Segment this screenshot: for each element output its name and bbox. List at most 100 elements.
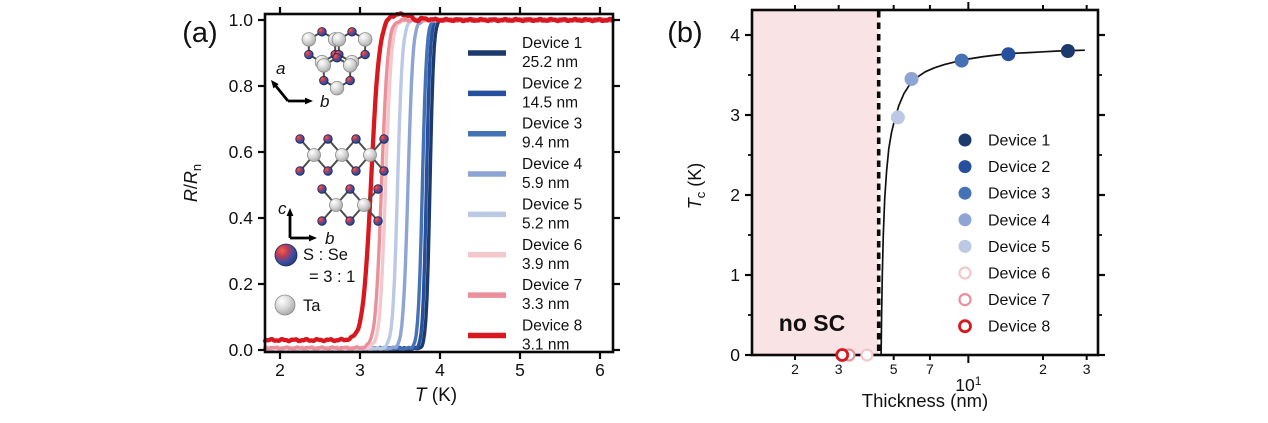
s-se-atom bbox=[323, 134, 333, 144]
b-y-tick-label: 1 bbox=[730, 265, 740, 285]
curve-device-8 bbox=[262, 11, 616, 344]
a-legend-thickness-label: 9.4 nm bbox=[522, 135, 569, 152]
b-x-minor-tick-label: 5 bbox=[890, 361, 898, 377]
b-legend-device-label: Device 5 bbox=[988, 239, 1050, 256]
a-y-tick-label: 0.2 bbox=[229, 274, 253, 294]
a-x-tick-label: 6 bbox=[595, 360, 605, 380]
ta-atom bbox=[357, 198, 371, 212]
s-se-sphere-icon bbox=[274, 243, 298, 267]
panel-b-fit-curve bbox=[880, 49, 1085, 356]
b-legend-device-label: Device 3 bbox=[988, 186, 1050, 203]
inset-axis-a-label: a bbox=[276, 59, 285, 78]
panel-b-label: (b) bbox=[667, 17, 702, 49]
a-legend-thickness-label: 5.9 nm bbox=[522, 175, 569, 192]
s-se-ratio-label-line1: S : Se bbox=[303, 246, 348, 264]
a-legend-device-label: Device 2 bbox=[522, 75, 582, 92]
a-legend-thickness-label: 3.1 nm bbox=[522, 336, 569, 353]
inset-axis-b2-label: b bbox=[325, 229, 334, 248]
b-y-axis-label: Tc (K) bbox=[685, 163, 708, 209]
a-legend-device-label: Device 1 bbox=[522, 35, 582, 52]
a-y-tick-label: 0.8 bbox=[229, 76, 253, 96]
ta-atom bbox=[329, 198, 343, 212]
a-y-tick-label: 0.6 bbox=[229, 142, 253, 162]
tc-fit-curve bbox=[880, 49, 1085, 356]
b-legend-marker bbox=[958, 186, 972, 200]
panel-b-data-points bbox=[835, 44, 1075, 362]
a-legend-device-label: Device 5 bbox=[522, 196, 582, 213]
b-y-tick-label: 2 bbox=[730, 185, 740, 205]
data-point-device-2 bbox=[1001, 47, 1016, 62]
b-y-tick-label: 3 bbox=[730, 105, 740, 125]
ta-atom bbox=[316, 58, 332, 73]
s-se-atom bbox=[317, 184, 327, 194]
data-point-device-5 bbox=[890, 110, 905, 125]
b-legend-marker bbox=[958, 239, 972, 253]
s-se-atom bbox=[332, 53, 342, 63]
panel-a-resistance-vs-temperature: (a) 2 3 4 5 6 0.0 0.2 0.4 0.6 0.8 1.0 T (K) R/Rn Dev… bbox=[181, 7, 620, 406]
panel-a-curves bbox=[262, 11, 616, 352]
s-se-atom bbox=[295, 134, 305, 144]
inset-axis-b-label: b bbox=[320, 92, 329, 111]
s-se-atom bbox=[317, 27, 327, 37]
s-se-atom bbox=[373, 216, 383, 226]
s-se-atom bbox=[351, 166, 361, 176]
s-se-atom bbox=[379, 134, 389, 144]
b-legend-marker bbox=[958, 160, 972, 174]
no-sc-label: no SC bbox=[779, 310, 845, 336]
b-x-minor-tick-label: 3 bbox=[1083, 361, 1091, 377]
a-legend-device-label: Device 6 bbox=[522, 237, 582, 254]
s-se-atom bbox=[295, 166, 305, 176]
a-x-axis-label: T (K) bbox=[415, 385, 457, 406]
data-point-device-3 bbox=[954, 53, 969, 68]
b-legend-marker bbox=[958, 266, 972, 280]
data-point-device-1 bbox=[1060, 44, 1075, 58]
b-legend-marker bbox=[958, 293, 972, 307]
ta-atom bbox=[342, 58, 358, 73]
s-se-atom bbox=[319, 75, 329, 86]
ta-atom bbox=[329, 80, 345, 96]
a-legend-thickness-label: 5.2 nm bbox=[522, 215, 569, 232]
ta-atom bbox=[331, 32, 347, 47]
panel-b-no-sc-region: no SC bbox=[752, 10, 881, 355]
s-se-atom bbox=[345, 75, 355, 86]
s-se-atom bbox=[304, 49, 314, 60]
a-y-tick-label: 0.4 bbox=[229, 208, 254, 228]
s-se-ratio-label-line2: = 3 : 1 bbox=[309, 268, 355, 286]
a-legend-device-label: Device 3 bbox=[522, 116, 582, 133]
a-legend-thickness-label: 25.2 nm bbox=[522, 54, 578, 71]
panel-b-legend: Device 1 Device 2 Device 3 Device 4 Device 5… bbox=[958, 133, 1050, 336]
ta-sphere-icon bbox=[274, 294, 296, 316]
data-point-device-4 bbox=[904, 72, 919, 86]
panel-a-label: (a) bbox=[182, 17, 217, 49]
b-x-axis-label: Thickness (nm) bbox=[862, 390, 988, 411]
a-x-tick-label: 4 bbox=[435, 360, 445, 380]
panel-a-axes: 2 3 4 5 6 0.0 0.2 0.4 0.6 0.8 1.0 T (K) R/Rn bbox=[181, 7, 620, 406]
data-point-device-8 bbox=[835, 348, 850, 362]
s-se-atom bbox=[360, 49, 370, 60]
s-se-atom bbox=[351, 134, 361, 144]
s-se-atom bbox=[379, 166, 389, 176]
data-point-device-6 bbox=[860, 348, 874, 362]
s-se-atom bbox=[347, 27, 357, 37]
ta-atom bbox=[335, 148, 349, 162]
a-x-tick-label: 5 bbox=[515, 360, 525, 380]
a-y-tick-label: 0.0 bbox=[229, 340, 254, 360]
b-legend-device-label: Device 1 bbox=[988, 133, 1050, 150]
b-legend-device-label: Device 8 bbox=[988, 319, 1050, 336]
a-legend-thickness-label: 3.9 nm bbox=[522, 256, 569, 273]
b-x-minor-tick-label: 2 bbox=[1039, 361, 1047, 377]
a-legend-device-label: Device 8 bbox=[522, 317, 582, 334]
b-x-minor-tick-label: 3 bbox=[835, 361, 843, 377]
a-legend-device-label: Device 4 bbox=[522, 156, 583, 173]
b-legend-device-label: Device 4 bbox=[988, 212, 1050, 229]
b-y-tick-label: 0 bbox=[730, 345, 740, 365]
s-se-atom bbox=[317, 216, 327, 226]
panel-a-legend: Device 1 25.2 nm Device 2 14.5 nm Device 3 9.… bbox=[468, 35, 583, 353]
b-legend-marker bbox=[958, 133, 972, 147]
ta-sphere-label: Ta bbox=[303, 297, 321, 315]
